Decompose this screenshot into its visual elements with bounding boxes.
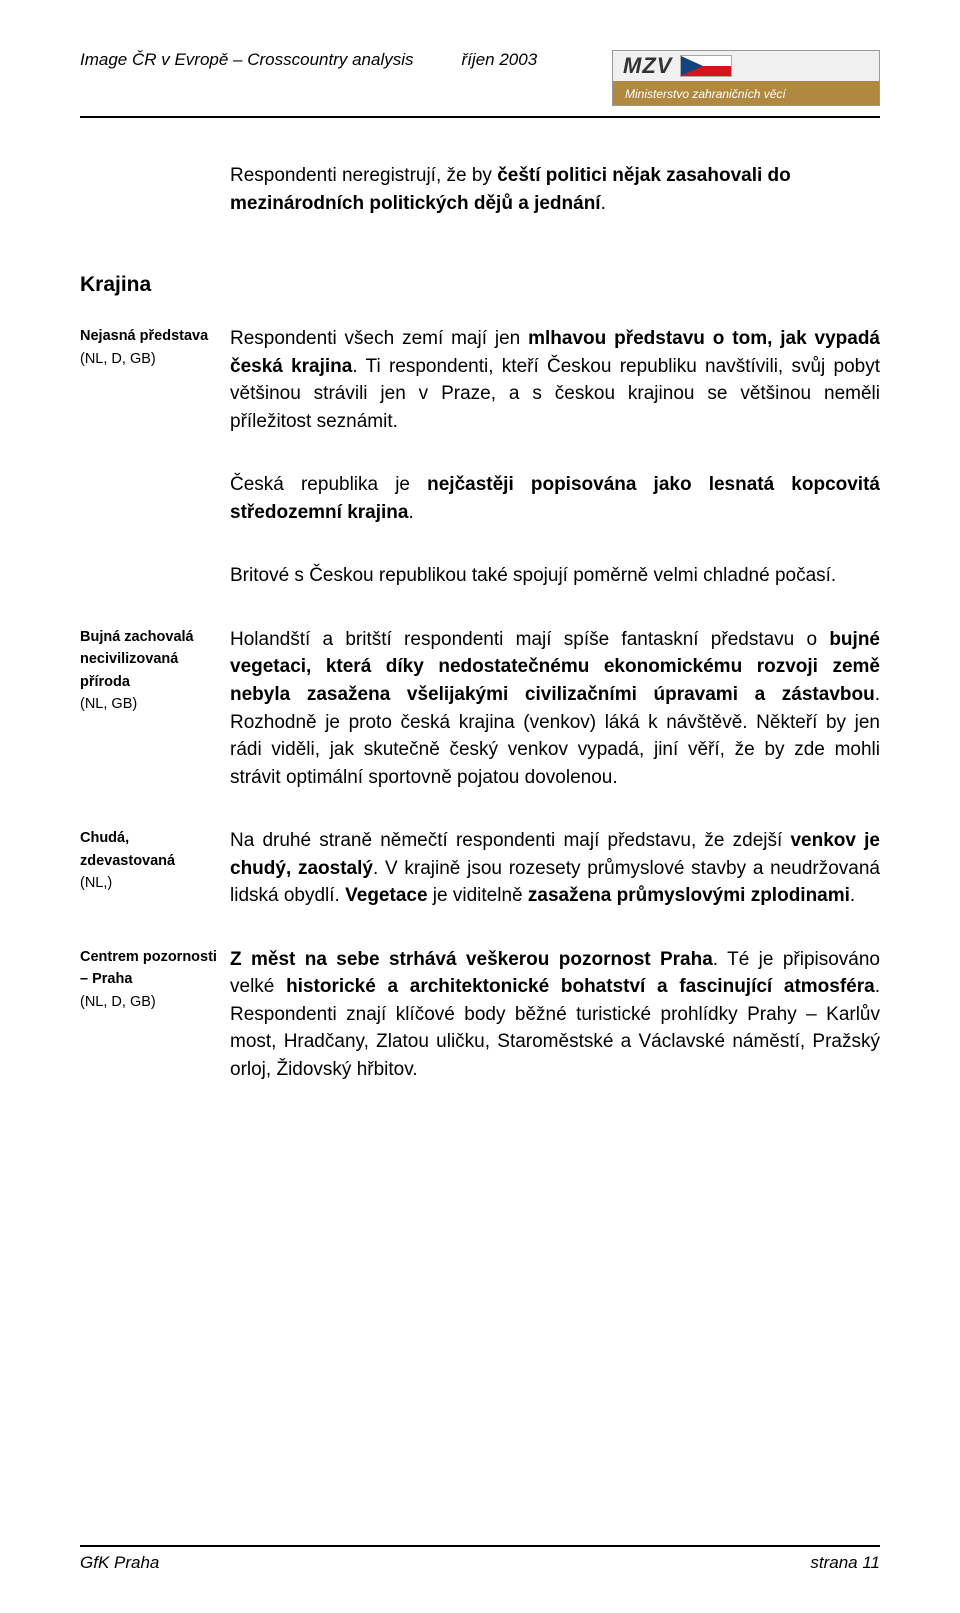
p5-f: zasažena průmyslovými zplodinami [528,885,850,906]
side-label-2: Bujná zachovalá necivilizovaná příroda [80,626,220,693]
block-chuda: Chudá, zdevastovaná (NL,) Na druhé stran… [80,827,880,910]
p4-a: Holandští a britští respondenti mají spí… [230,629,829,650]
block-bujna: Bujná zachovalá necivilizovaná příroda (… [80,626,880,791]
block-praha: Centrem pozornosti – Praha (NL, D, GB) Z… [80,946,880,1084]
side-label-1: Nejasná představa [80,325,220,347]
header-rule [80,116,880,118]
logo-top: MZV [613,51,879,81]
side-note-2: Bujná zachovalá necivilizovaná příroda (… [80,626,230,716]
body-p5: Na druhé straně němečtí respondenti mají… [230,827,880,910]
body-p2: Česká republika je nejčastěji popisována… [230,471,880,526]
logo-abbrev: MZV [623,53,672,79]
body-p4: Holandští a britští respondenti mají spí… [230,626,880,791]
body-p3: Britové s Českou republikou také spojují… [230,562,880,590]
block-nejasna: Nejasná představa (NL, D, GB) Respondent… [80,325,880,435]
intro-paragraph: Respondenti neregistrují, že by čeští po… [230,162,880,217]
side-label-4: Centrem pozornosti – Praha [80,946,220,991]
czech-flag-icon [680,55,732,77]
footer-row: GfK Praha strana 11 [80,1553,880,1573]
p5-a: Na druhé straně němečtí respondenti mají… [230,830,790,851]
logo-full: Ministerstvo zahraničních věcí [613,81,879,106]
side-note-4: Centrem pozornosti – Praha (NL, D, GB) [80,946,230,1013]
p5-d: Vegetace [345,885,427,906]
footer-right: strana 11 [810,1553,880,1573]
p5-e: je viditelně [428,885,528,906]
side-sub-4: (NL, D, GB) [80,991,220,1013]
side-sub-2: (NL, GB) [80,693,220,715]
p6-c: historické a architektonické bohatství a… [286,976,875,997]
side-label-3: Chudá, zdevastovaná [80,827,220,872]
section-title: Krajina [80,273,880,297]
p5-g: . [850,885,855,906]
doc-title: Image ČR v Evropě – Crosscountry analysi… [80,50,414,70]
intro-pre: Respondenti neregistrují, že by [230,165,497,186]
doc-date: říjen 2003 [462,50,538,70]
ministry-logo: MZV Ministerstvo zahraničních věcí [612,50,880,106]
intro-post: . [601,193,606,214]
side-sub-3: (NL,) [80,872,220,894]
body-p6: Z měst na sebe strhává veškerou pozornos… [230,946,880,1084]
side-note-3: Chudá, zdevastovaná (NL,) [80,827,230,894]
page-footer: GfK Praha strana 11 [80,1545,880,1573]
p2-a: Česká republika je [230,474,427,495]
page-header: Image ČR v Evropě – Crosscountry analysi… [80,50,880,114]
header-left: Image ČR v Evropě – Crosscountry analysi… [80,50,537,70]
p2-c: . [408,502,413,523]
p1-a: Respondenti všech zemí mají jen [230,328,528,349]
body-p1: Respondenti všech zemí mají jen mlhavou … [230,325,880,435]
side-note-1: Nejasná představa (NL, D, GB) [80,325,230,370]
footer-rule [80,1545,880,1547]
p6-a: Z měst na sebe strhává veškerou pozornos… [230,949,713,970]
side-sub-1: (NL, D, GB) [80,348,220,370]
footer-left: GfK Praha [80,1553,159,1573]
